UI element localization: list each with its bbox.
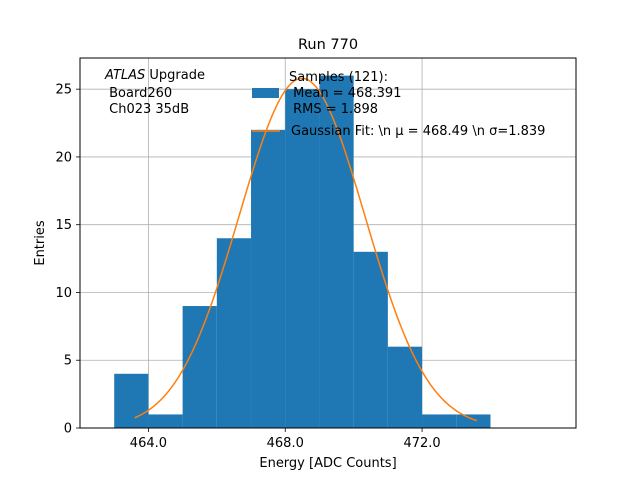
histogram-bar [422, 414, 457, 428]
y-axis-ticks: 0 5 10 15 20 25 [55, 83, 80, 437]
x-axis-label: Energy [ADC Counts] [259, 456, 396, 471]
histogram-bar [114, 373, 149, 428]
atlas-annotation: ATLAS Upgrade Board260 Ch023 35dB [104, 68, 205, 117]
histogram-bar [353, 251, 388, 428]
y-tick-label: 10 [55, 286, 72, 301]
x-tick-label: 472.0 [403, 436, 440, 451]
x-tick-label: 468.0 [267, 436, 304, 451]
histogram-bar [216, 238, 252, 428]
y-tick-label: 0 [64, 422, 72, 437]
histogram-bars [114, 75, 491, 429]
histogram-bar [148, 414, 183, 428]
annotation-channel: Ch023 35dB [105, 102, 189, 117]
histogram-bar [182, 306, 217, 428]
histogram-bar [285, 89, 320, 429]
annotation-upgrade: Upgrade [145, 68, 205, 83]
y-axis-label: Entries [33, 220, 48, 266]
fit-curve-group [134, 77, 478, 422]
annotation-atlas-italic: ATLAS [104, 68, 145, 83]
plot-frame [79, 57, 577, 429]
histogram-bar [387, 346, 423, 428]
y-tick-label: 25 [55, 83, 72, 98]
legend-hist-line-3: RMS = 1.898 [289, 102, 378, 117]
legend-hist-swatch [252, 88, 279, 98]
x-axis-ticks: 464.0 468.0 472.0 [130, 428, 441, 451]
annotation-board: Board260 [105, 86, 172, 101]
legend: Samples (121): Mean = 468.391 RMS = 1.89… [252, 70, 545, 139]
annotation-line-1: ATLAS Upgrade [104, 68, 205, 83]
histogram-bar [251, 129, 286, 429]
gaussian-fit-curve [134, 77, 478, 422]
chart-title: Run 770 [298, 37, 358, 53]
legend-hist-line-1: Samples (121): [289, 70, 388, 85]
legend-hist-line-2: Mean = 468.391 [289, 86, 401, 101]
y-tick-label: 15 [55, 218, 72, 233]
histogram-bar [456, 414, 491, 428]
y-tick-label: 20 [55, 150, 72, 165]
legend-fit-label: Gaussian Fit: \n μ = 468.49 \n σ=1.839 [291, 124, 545, 139]
histogram-bar [319, 75, 354, 428]
x-tick-label: 464.0 [130, 436, 167, 451]
y-tick-label: 5 [64, 354, 72, 369]
